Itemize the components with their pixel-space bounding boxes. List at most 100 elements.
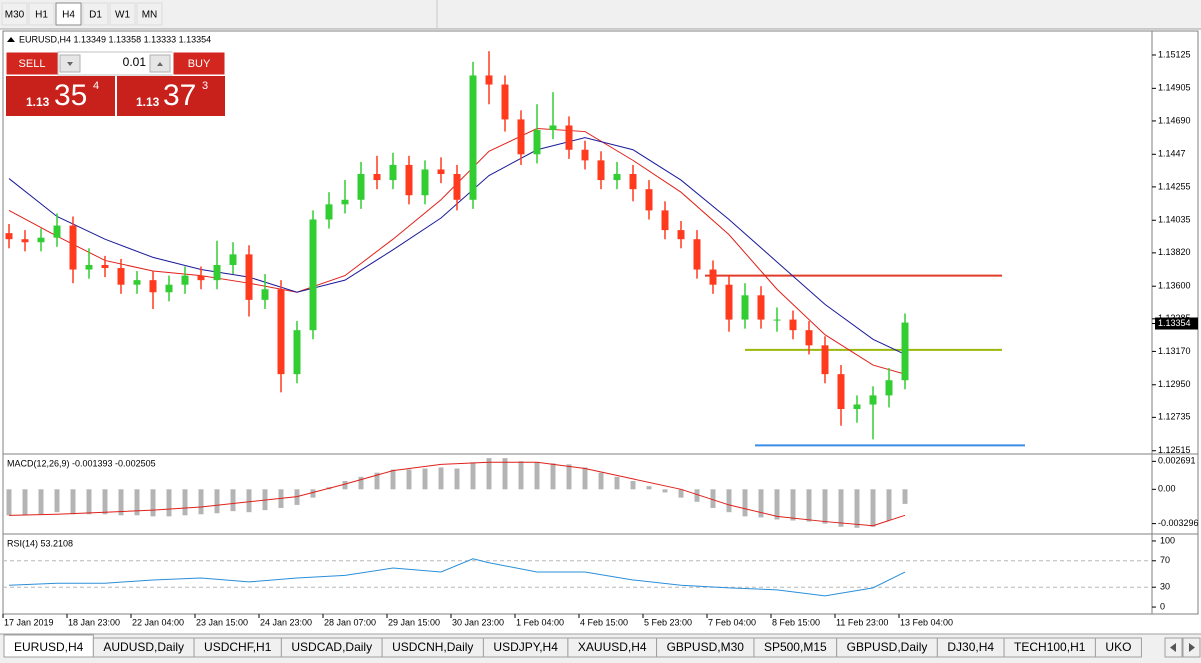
macd-bar	[102, 489, 108, 515]
macd-bar	[214, 489, 220, 514]
candle-body	[421, 169, 429, 196]
tab-label[interactable]: DJ30,H4	[947, 640, 994, 654]
candle-body	[213, 264, 221, 281]
macd-bar	[630, 481, 636, 490]
tab-label[interactable]: USDJPY,H4	[493, 640, 558, 654]
candle-body	[613, 174, 621, 181]
candle-body	[693, 239, 701, 270]
macd-bar	[422, 468, 428, 490]
rsi-tick-label: 30	[1160, 582, 1170, 592]
candle-body	[261, 289, 269, 300]
bid-box[interactable]	[6, 76, 115, 116]
one-click-panel: SELL 0.01 BUY 1.13 35 4 1.13 37 3	[5, 51, 226, 116]
timeframe-label[interactable]: D1	[89, 10, 102, 21]
candle-body	[373, 174, 381, 181]
macd-bar	[54, 489, 60, 513]
time-label: 24 Jan 23:00	[260, 617, 312, 627]
tab-label[interactable]: AUDUSD,Daily	[103, 640, 184, 654]
tab-label[interactable]: XAUUSD,H4	[578, 640, 647, 654]
timeframe-button[interactable]	[82, 2, 109, 26]
candle-body	[661, 210, 669, 231]
ask-pips: 37	[163, 79, 196, 112]
candle-body	[837, 374, 845, 410]
macd-bar	[38, 489, 44, 515]
macd-bar	[70, 489, 76, 515]
time-label: 13 Feb 04:00	[900, 617, 953, 627]
tab[interactable]	[1094, 637, 1142, 658]
timeframe-label[interactable]: W1	[115, 10, 130, 21]
timeframe-button[interactable]	[136, 2, 163, 26]
candle-body	[293, 330, 301, 375]
price-tick-label: 1.13600	[1158, 281, 1191, 291]
macd-tick-label: 0.002691	[1158, 456, 1196, 466]
arrow-down	[67, 62, 73, 66]
buy-button[interactable]	[172, 51, 226, 76]
time-label: 17 Jan 2019	[4, 617, 54, 627]
time-label: 29 Jan 15:00	[388, 617, 440, 627]
time-label: 5 Feb 23:00	[644, 617, 692, 627]
candle-body	[853, 404, 861, 410]
timeframe-button[interactable]	[28, 2, 55, 26]
time-label: 1 Feb 04:00	[516, 617, 564, 627]
price-tick-label: 1.12950	[1158, 379, 1191, 389]
ask-box[interactable]	[117, 76, 225, 116]
candle-body	[549, 125, 557, 131]
timeframe-label[interactable]: MN	[142, 10, 158, 21]
timeframe-label[interactable]: M30	[5, 10, 25, 21]
tab-label[interactable]: USDCHF,H1	[204, 640, 272, 654]
current-price-label: 1.13354	[1158, 318, 1191, 328]
timeframe-label[interactable]: H4	[62, 10, 75, 21]
candle-body	[277, 289, 285, 375]
tab-label[interactable]: GBPUSD,M30	[667, 640, 745, 654]
time-label: 30 Jan 23:00	[452, 617, 504, 627]
macd-bar	[310, 489, 316, 498]
moving-average	[8, 128, 906, 375]
lot-value[interactable]: 0.01	[123, 55, 147, 69]
candle-body	[245, 254, 253, 300]
rsi-tick-label: 0	[1160, 601, 1165, 611]
time-label: 28 Jan 07:00	[324, 617, 376, 627]
macd-bar	[374, 472, 380, 490]
candle-body	[357, 174, 365, 200]
tab-label[interactable]: TECH100,H1	[1014, 640, 1086, 654]
macd-bar	[566, 464, 572, 490]
timeframe-button[interactable]	[1, 2, 28, 26]
candle-body	[405, 164, 413, 196]
candle-body	[741, 295, 749, 320]
tab-label[interactable]: USDCNH,Daily	[392, 640, 473, 654]
candle-body	[437, 169, 445, 175]
macd-bar	[6, 489, 12, 516]
timeframe-label[interactable]: H1	[35, 10, 48, 21]
candle-body	[85, 264, 93, 270]
macd-bar	[166, 489, 172, 517]
price-tick-label: 1.12515	[1158, 445, 1191, 455]
tab-label[interactable]: EURUSD,H4	[14, 640, 84, 654]
price-tick-label: 1.15125	[1158, 49, 1191, 59]
candle-body	[773, 319, 781, 321]
tab-label[interactable]: UKO	[1105, 640, 1131, 654]
candle-body	[325, 204, 333, 220]
buy-label[interactable]: BUY	[188, 58, 211, 70]
tab-label[interactable]: SP500,M15	[764, 640, 827, 654]
sell-label[interactable]: SELL	[19, 58, 46, 70]
candle-body	[885, 380, 893, 396]
macd-tick-label: -0.003296	[1158, 518, 1199, 528]
rsi-label: RSI(14) 53.2108	[7, 538, 73, 548]
collapse-icon[interactable]	[7, 37, 15, 42]
tab-label[interactable]: USDCAD,Daily	[291, 640, 372, 654]
timeframe-button[interactable]	[55, 2, 82, 26]
macd-bar	[182, 489, 188, 516]
price-tick-label: 1.1447	[1158, 149, 1186, 159]
macd-bar	[534, 462, 540, 490]
macd-bar	[886, 489, 892, 521]
price-tick-label: 1.14690	[1158, 115, 1191, 125]
bid-point: 4	[93, 80, 99, 92]
macd-signal	[8, 461, 906, 527]
candle-body	[117, 268, 125, 285]
macd-bar	[438, 467, 444, 490]
macd-bar	[662, 489, 668, 493]
tab-label[interactable]: GBPUSD,Daily	[847, 640, 928, 654]
arrow-up	[157, 62, 163, 66]
timeframe-button[interactable]	[109, 2, 136, 26]
